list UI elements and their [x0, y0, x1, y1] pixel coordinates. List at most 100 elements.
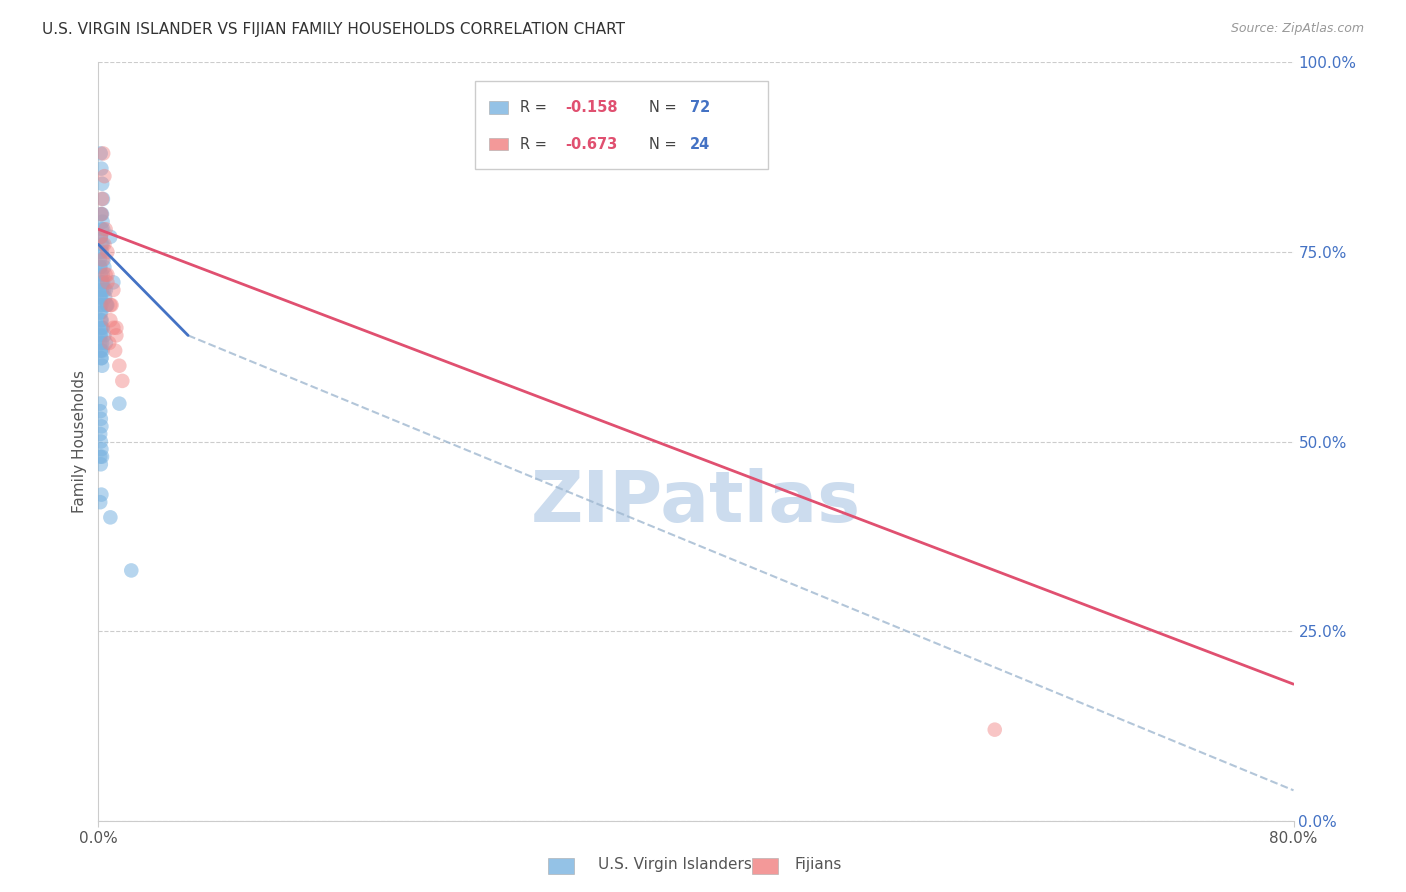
Point	[90, 343, 112, 358]
Point	[90, 313, 112, 327]
Point	[91, 192, 114, 206]
Point	[94, 222, 117, 236]
Point	[94, 283, 117, 297]
Text: Fijians: Fijians	[794, 857, 842, 872]
Point	[90, 457, 112, 471]
Point	[94, 268, 117, 282]
Point	[90, 229, 112, 244]
Point	[98, 335, 121, 350]
Point	[96, 268, 118, 282]
Point	[93, 169, 115, 184]
Point	[98, 229, 122, 244]
Point	[90, 207, 112, 221]
Point	[96, 275, 118, 289]
Point	[89, 260, 111, 274]
Point	[94, 291, 117, 305]
Point	[90, 229, 112, 244]
Point	[93, 283, 115, 297]
Point	[90, 412, 112, 426]
Text: R =: R =	[520, 136, 551, 152]
Point	[89, 283, 111, 297]
Point	[91, 359, 114, 373]
Point	[91, 343, 114, 358]
Point	[90, 487, 112, 501]
Point	[96, 244, 118, 259]
Point	[91, 177, 114, 191]
Point	[93, 237, 115, 252]
Point	[90, 351, 112, 366]
Point	[91, 450, 114, 464]
FancyBboxPatch shape	[489, 102, 509, 113]
Point	[89, 328, 111, 343]
Point	[89, 252, 111, 267]
Point	[89, 335, 111, 350]
Point	[89, 396, 111, 410]
Point	[89, 244, 111, 259]
Text: 24: 24	[690, 136, 710, 152]
Point	[91, 252, 114, 267]
Point	[90, 351, 112, 366]
Point	[89, 305, 111, 319]
Point	[108, 359, 131, 373]
Point	[98, 510, 122, 524]
Point	[93, 328, 115, 343]
FancyBboxPatch shape	[489, 138, 509, 150]
Point	[89, 404, 111, 418]
Point	[91, 146, 114, 161]
Point	[89, 495, 111, 509]
Point	[91, 222, 114, 236]
Text: U.S. VIRGIN ISLANDER VS FIJIAN FAMILY HOUSEHOLDS CORRELATION CHART: U.S. VIRGIN ISLANDER VS FIJIAN FAMILY HO…	[42, 22, 626, 37]
Point	[90, 313, 112, 327]
Point	[103, 320, 125, 334]
Point	[90, 237, 112, 252]
Point	[984, 723, 1007, 737]
Text: U.S. Virgin Islanders: U.S. Virgin Islanders	[598, 857, 751, 872]
Point	[90, 419, 112, 434]
Point	[91, 244, 114, 259]
Text: ZIPatlas: ZIPatlas	[531, 467, 860, 537]
Point	[103, 283, 125, 297]
Text: Source: ZipAtlas.com: Source: ZipAtlas.com	[1230, 22, 1364, 36]
Point	[104, 343, 127, 358]
Point	[91, 214, 114, 228]
Point	[90, 305, 112, 319]
Point	[90, 434, 112, 449]
Point	[91, 283, 114, 297]
Point	[94, 335, 117, 350]
Text: -0.158: -0.158	[565, 100, 619, 115]
Text: N =: N =	[650, 100, 682, 115]
Point	[90, 222, 112, 236]
Point	[90, 229, 112, 244]
Point	[93, 260, 115, 274]
Point	[96, 298, 118, 312]
Point	[108, 396, 131, 410]
Point	[98, 298, 122, 312]
Text: 72: 72	[690, 100, 710, 115]
Point	[90, 328, 112, 343]
Point	[91, 192, 114, 206]
Point	[105, 320, 128, 334]
Point	[91, 275, 114, 289]
Point	[91, 237, 114, 252]
Y-axis label: Family Households: Family Households	[72, 370, 87, 513]
Point	[111, 374, 134, 388]
Point	[89, 260, 111, 274]
Point	[93, 252, 115, 267]
Point	[90, 146, 112, 161]
FancyBboxPatch shape	[475, 81, 768, 169]
Point	[90, 207, 112, 221]
Point	[91, 268, 114, 282]
Point	[90, 161, 112, 176]
Point	[90, 320, 112, 334]
Point	[90, 343, 112, 358]
Point	[98, 313, 122, 327]
Point	[96, 298, 118, 312]
Point	[89, 291, 111, 305]
Point	[90, 291, 112, 305]
Point	[89, 427, 111, 442]
Point	[91, 207, 114, 221]
Point	[103, 275, 125, 289]
Point	[91, 275, 114, 289]
Point	[91, 335, 114, 350]
Point	[90, 442, 112, 457]
